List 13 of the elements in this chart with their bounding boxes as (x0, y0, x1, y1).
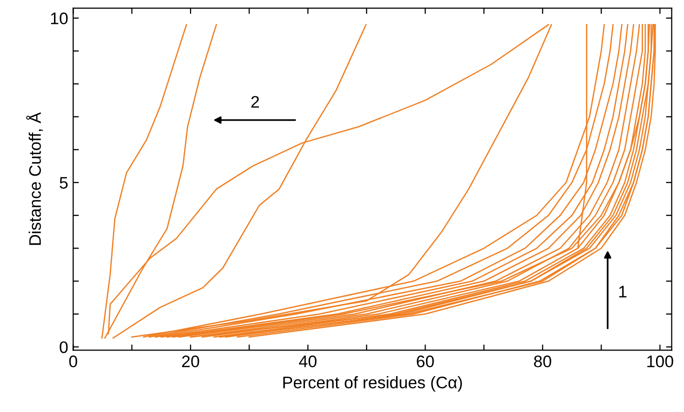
y-axis-title: Distance Cutoff, Å (26, 112, 43, 245)
x-tick-label: 20 (182, 356, 200, 368)
x-tick-label: 80 (534, 356, 552, 368)
x-tick-label: 60 (416, 356, 434, 368)
annotation: 2 (251, 96, 259, 108)
y-tick-label: 10 (51, 12, 68, 24)
y-tick-label: 0 (60, 341, 68, 354)
x-axis-title: Percent of residues (Cα) (283, 376, 462, 392)
annotation: 1 (619, 286, 626, 298)
x-tick-label: 0 (69, 356, 78, 368)
x-tick-label: 40 (299, 356, 317, 368)
y-tick-label: 5 (60, 177, 68, 189)
x-tick-label: 100 (647, 356, 674, 368)
